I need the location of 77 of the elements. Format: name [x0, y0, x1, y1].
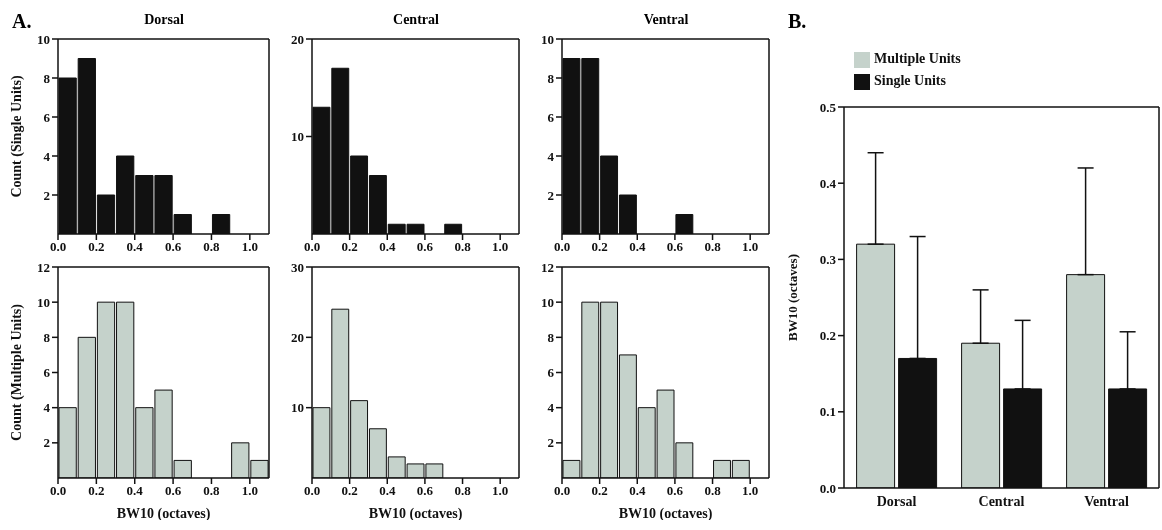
- x-tick-label: 0.8: [704, 483, 722, 499]
- y-axis-title: Count (Multiple Units): [8, 303, 25, 441]
- x-tick-label: 0.0: [303, 239, 321, 255]
- y-tick-label: 10: [291, 129, 304, 145]
- x-tick-label: 0.2: [591, 239, 608, 255]
- x-tick-label: 0.8: [454, 239, 472, 255]
- y-tick-label: 10: [291, 400, 304, 416]
- y-tick-label: 2: [547, 187, 554, 203]
- x-tick-label: 0.0: [303, 483, 321, 499]
- x-tick-label: 0.4: [126, 483, 144, 499]
- x-tick-label: 0.4: [126, 239, 144, 255]
- x-tick-label: 1.0: [241, 483, 258, 499]
- x-tick-label: 0.2: [341, 239, 358, 255]
- y-tick-label: 0.4: [819, 175, 837, 191]
- x-tick-label: 0.4: [379, 483, 396, 499]
- x-tick-label: 0.4: [629, 239, 646, 255]
- y-tick-label: 0.3: [819, 252, 837, 268]
- chart-title: Central: [392, 12, 440, 28]
- x-tick-label: 0.2: [341, 483, 358, 499]
- y-tick-label: 4: [547, 400, 555, 416]
- y-axis-title: BW10 (octaves): [784, 253, 800, 342]
- y-tick-label: 10: [37, 294, 50, 310]
- x-tick-label: 0.6: [666, 483, 684, 499]
- x-tick-label: 1.0: [742, 239, 759, 255]
- y-tick-label: 30: [291, 259, 304, 275]
- y-tick-label: 0.5: [819, 99, 837, 115]
- y-tick-label: 4: [43, 400, 51, 416]
- y-tick-label: 10: [541, 294, 554, 310]
- y-tick-label: 8: [547, 329, 555, 345]
- x-tick-label: 0.4: [629, 483, 646, 499]
- y-tick-label: 8: [43, 70, 51, 86]
- x-tick-label: 0.6: [164, 239, 182, 255]
- y-tick-label: 2: [547, 435, 554, 451]
- text: A.: [12, 10, 32, 33]
- y-tick-label: 6: [43, 109, 51, 125]
- y-tick-label: 12: [541, 259, 554, 275]
- legend-label: Single Units: [874, 73, 946, 88]
- y-axis-title: Count (Single Units): [8, 75, 25, 198]
- x-tick-label: Dorsal: [876, 493, 917, 509]
- text: B.: [788, 10, 807, 33]
- x-tick-label: 0.8: [454, 483, 472, 499]
- y-tick-label: 12: [37, 259, 50, 275]
- y-tick-label: 8: [43, 329, 51, 345]
- y-tick-label: 10: [37, 31, 50, 47]
- chart-title: Dorsal: [143, 12, 185, 28]
- y-tick-label: 8: [547, 70, 555, 86]
- x-tick-label: Ventral: [1084, 493, 1129, 509]
- y-tick-label: 20: [291, 31, 304, 47]
- chart-title: Ventral: [642, 12, 690, 28]
- x-tick-label: 0.4: [379, 239, 396, 255]
- y-tick-label: 2: [43, 435, 50, 451]
- x-tick-label: 0.8: [203, 483, 221, 499]
- y-tick-label: 0.1: [819, 404, 836, 420]
- x-tick-label: 0.2: [88, 239, 105, 255]
- x-tick-label: 1.0: [742, 483, 759, 499]
- y-tick-label: 6: [547, 365, 555, 381]
- x-tick-label: 0.8: [704, 239, 722, 255]
- x-tick-label: 0.6: [164, 483, 182, 499]
- x-tick-label: 0.2: [88, 483, 105, 499]
- y-tick-label: 6: [547, 109, 555, 125]
- y-tick-label: 10: [541, 31, 554, 47]
- y-tick-label: 0.2: [819, 328, 836, 344]
- legend-label: Multiple Units: [874, 51, 961, 66]
- x-tick-label: 1.0: [241, 239, 258, 255]
- x-tick-label: 0.6: [416, 483, 434, 499]
- y-tick-label: 6: [43, 365, 51, 381]
- x-tick-label: 1.0: [492, 483, 509, 499]
- y-tick-label: 2: [43, 187, 50, 203]
- x-tick-label: 0.6: [666, 239, 684, 255]
- x-tick-label: 0.8: [203, 239, 221, 255]
- x-tick-label: 0.6: [416, 239, 434, 255]
- y-tick-label: 4: [547, 148, 555, 164]
- x-tick-label: 1.0: [492, 239, 509, 255]
- x-tick-label: 0.2: [591, 483, 608, 499]
- x-tick-label: Central: [978, 493, 1025, 509]
- y-tick-label: 4: [43, 148, 51, 164]
- y-tick-label: 20: [291, 329, 304, 345]
